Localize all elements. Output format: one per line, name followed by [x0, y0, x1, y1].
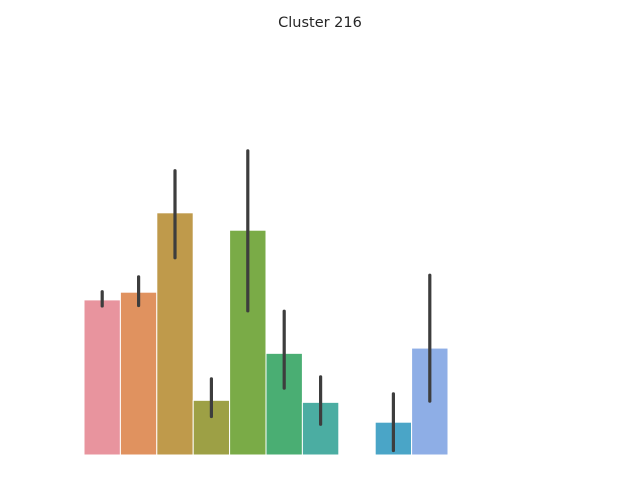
- chart-title: Cluster 216: [278, 15, 362, 31]
- bar-1: [83, 299, 121, 456]
- bar-2: [119, 291, 158, 456]
